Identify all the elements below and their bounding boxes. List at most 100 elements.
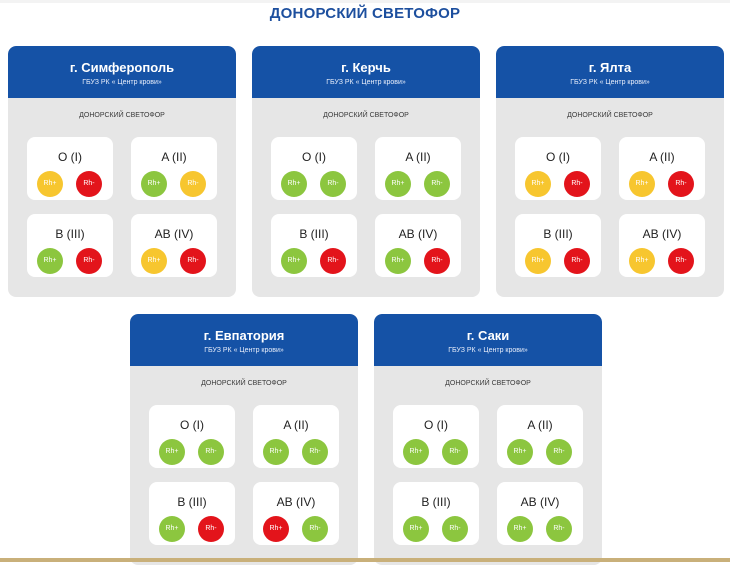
rh-positive-indicator: Rh+: [507, 439, 533, 465]
rh-positive-indicator: Rh+: [403, 439, 429, 465]
rh-negative-indicator: Rh-: [180, 248, 206, 274]
card-label: ДОНОРСКИЙ СВЕТОФОР: [201, 380, 287, 387]
rh-positive-indicator: Rh+: [263, 439, 289, 465]
blood-group-name: O (I): [302, 150, 326, 164]
blood-group-tile: B (III) Rh+ Rh-: [515, 214, 601, 277]
rh-positive-indicator: Rh+: [281, 248, 307, 274]
rh-positive-indicator: Rh+: [507, 516, 533, 542]
blood-group-tile: A (II) Rh+ Rh-: [131, 137, 217, 200]
rh-negative-indicator: Rh-: [424, 248, 450, 274]
blood-group-tile: A (II) Rh+ Rh-: [619, 137, 705, 200]
rh-positive-indicator: Rh+: [263, 516, 289, 542]
card-label: ДОНОРСКИЙ СВЕТОФОР: [567, 112, 653, 119]
rh-positive-indicator: Rh+: [37, 248, 63, 274]
rh-negative-indicator: Rh-: [564, 248, 590, 274]
rh-negative-indicator: Rh-: [302, 516, 328, 542]
rh-positive-indicator: Rh+: [385, 248, 411, 274]
blood-group-tile: B (III) Rh+ Rh-: [393, 482, 479, 545]
rh-positive-indicator: Rh+: [629, 171, 655, 197]
blood-group-name: B (III): [177, 495, 207, 509]
blood-group-name: AB (IV): [398, 227, 438, 241]
blood-group-grid: O (I) Rh+ Rh- A (II) Rh+ Rh- B (III) Rh+ Rh- AB (…: [515, 137, 706, 277]
blood-group-name: AB (IV): [154, 227, 194, 241]
blood-group-tile: AB (IV) Rh+ Rh-: [253, 482, 339, 545]
blood-group-name: AB (IV): [520, 495, 560, 509]
rh-positive-indicator: Rh+: [141, 171, 167, 197]
blood-group-tile: O (I) Rh+ Rh-: [393, 405, 479, 468]
rh-negative-indicator: Rh-: [564, 171, 590, 197]
card-header: г. Керчь ГБУЗ РК « Центр крови»: [252, 46, 480, 98]
rh-negative-indicator: Rh-: [546, 439, 572, 465]
city-card-saki: г. Саки ГБУЗ РК « Центр крови» ДОНОРСКИЙ…: [374, 314, 602, 565]
blood-group-tile: AB (IV) Rh+ Rh-: [131, 214, 217, 277]
card-header: г. Симферополь ГБУЗ РК « Центр крови»: [8, 46, 236, 98]
blood-group-name: O (I): [180, 418, 204, 432]
blood-group-tile: O (I) Rh+ Rh-: [271, 137, 357, 200]
rh-positive-indicator: Rh+: [37, 171, 63, 197]
rh-negative-indicator: Rh-: [180, 171, 206, 197]
blood-group-name: O (I): [424, 418, 448, 432]
bottom-border: [0, 558, 730, 562]
blood-group-grid: O (I) Rh+ Rh- A (II) Rh+ Rh- B (III) Rh+ Rh- AB (…: [393, 405, 584, 545]
city-card-simferopol: г. Симферополь ГБУЗ РК « Центр крови» ДО…: [8, 46, 236, 297]
city-name: г. Евпатория: [203, 328, 285, 343]
rh-negative-indicator: Rh-: [320, 248, 346, 274]
rh-negative-indicator: Rh-: [320, 171, 346, 197]
blood-group-name: A (II): [405, 150, 431, 164]
rh-positive-indicator: Rh+: [385, 171, 411, 197]
rh-negative-indicator: Rh-: [442, 439, 468, 465]
page-title: ДОНОРСКИЙ СВЕТОФОР: [269, 5, 461, 22]
rh-negative-indicator: Rh-: [76, 171, 102, 197]
city-name: г. Ялта: [588, 60, 632, 75]
rh-positive-indicator: Rh+: [141, 248, 167, 274]
rh-negative-indicator: Rh-: [668, 171, 694, 197]
blood-group-name: AB (IV): [642, 227, 682, 241]
blood-group-tile: O (I) Rh+ Rh-: [515, 137, 601, 200]
rh-positive-indicator: Rh+: [525, 171, 551, 197]
blood-group-name: A (II): [649, 150, 675, 164]
blood-group-name: B (III): [421, 495, 451, 509]
blood-group-tile: AB (IV) Rh+ Rh-: [375, 214, 461, 277]
blood-group-name: O (I): [546, 150, 570, 164]
organization-name: ГБУЗ РК « Центр крови»: [326, 79, 406, 86]
blood-group-tile: O (I) Rh+ Rh-: [27, 137, 113, 200]
rh-negative-indicator: Rh-: [546, 516, 572, 542]
organization-name: ГБУЗ РК « Центр крови»: [204, 347, 284, 354]
top-border: [0, 0, 730, 3]
rh-negative-indicator: Rh-: [668, 248, 694, 274]
organization-name: ГБУЗ РК « Центр крови»: [448, 347, 528, 354]
blood-group-name: B (III): [55, 227, 85, 241]
blood-group-name: A (II): [283, 418, 309, 432]
rh-negative-indicator: Rh-: [198, 439, 224, 465]
blood-group-tile: A (II) Rh+ Rh-: [375, 137, 461, 200]
blood-group-name: O (I): [58, 150, 82, 164]
city-name: г. Симферополь: [69, 60, 175, 75]
blood-group-name: B (III): [299, 227, 329, 241]
city-card-evpatoria: г. Евпатория ГБУЗ РК « Центр крови» ДОНО…: [130, 314, 358, 565]
rh-positive-indicator: Rh+: [403, 516, 429, 542]
card-label: ДОНОРСКИЙ СВЕТОФОР: [323, 112, 409, 119]
blood-group-tile: B (III) Rh+ Rh-: [271, 214, 357, 277]
card-label: ДОНОРСКИЙ СВЕТОФОР: [79, 112, 165, 119]
rh-negative-indicator: Rh-: [302, 439, 328, 465]
blood-group-name: A (II): [527, 418, 553, 432]
rh-negative-indicator: Rh-: [442, 516, 468, 542]
blood-group-name: B (III): [543, 227, 573, 241]
organization-name: ГБУЗ РК « Центр крови»: [570, 79, 650, 86]
blood-group-tile: O (I) Rh+ Rh-: [149, 405, 235, 468]
rh-positive-indicator: Rh+: [629, 248, 655, 274]
organization-name: ГБУЗ РК « Центр крови»: [82, 79, 162, 86]
rh-negative-indicator: Rh-: [76, 248, 102, 274]
city-card-kerch: г. Керчь ГБУЗ РК « Центр крови» ДОНОРСКИ…: [252, 46, 480, 297]
rh-negative-indicator: Rh-: [198, 516, 224, 542]
blood-group-name: AB (IV): [276, 495, 316, 509]
card-header: г. Евпатория ГБУЗ РК « Центр крови»: [130, 314, 358, 366]
blood-group-tile: B (III) Rh+ Rh-: [149, 482, 235, 545]
rh-negative-indicator: Rh-: [424, 171, 450, 197]
card-label: ДОНОРСКИЙ СВЕТОФОР: [445, 380, 531, 387]
blood-group-grid: O (I) Rh+ Rh- A (II) Rh+ Rh- B (III) Rh+ Rh- AB (…: [149, 405, 340, 545]
blood-group-tile: A (II) Rh+ Rh-: [497, 405, 583, 468]
card-header: г. Ялта ГБУЗ РК « Центр крови»: [496, 46, 724, 98]
blood-group-tile: A (II) Rh+ Rh-: [253, 405, 339, 468]
